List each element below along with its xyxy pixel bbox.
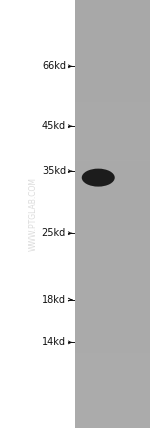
Bar	[75, 198, 150, 203]
Bar	[75, 327, 150, 332]
Bar	[75, 262, 150, 268]
Bar	[75, 300, 150, 305]
Bar	[75, 166, 150, 171]
Bar	[75, 38, 150, 43]
Text: 45kd: 45kd	[42, 121, 66, 131]
Bar	[75, 91, 150, 96]
Bar	[75, 134, 150, 139]
Bar	[75, 139, 150, 145]
Bar	[75, 353, 150, 359]
Bar	[75, 257, 150, 262]
Bar	[75, 112, 150, 118]
Bar	[75, 235, 150, 241]
Bar	[75, 193, 150, 198]
Bar	[75, 150, 150, 155]
Bar	[75, 316, 150, 321]
Bar	[75, 32, 150, 38]
Bar	[75, 337, 150, 342]
Bar	[75, 220, 150, 225]
Bar	[75, 182, 150, 187]
Bar	[75, 359, 150, 364]
Bar	[75, 155, 150, 160]
Bar	[75, 342, 150, 348]
Bar	[75, 412, 150, 417]
Bar	[75, 385, 150, 390]
Bar	[75, 0, 150, 428]
Bar	[75, 380, 150, 385]
Bar	[75, 417, 150, 423]
Bar	[75, 128, 150, 134]
Bar	[75, 80, 150, 86]
Bar	[75, 369, 150, 374]
Bar	[75, 401, 150, 407]
Bar	[75, 374, 150, 380]
Bar	[75, 321, 150, 327]
Bar	[75, 289, 150, 294]
Text: 18kd: 18kd	[42, 294, 66, 305]
Ellipse shape	[82, 169, 115, 187]
Bar	[75, 176, 150, 182]
Bar	[75, 214, 150, 219]
Bar	[75, 160, 150, 166]
Bar	[75, 64, 150, 70]
Bar	[75, 187, 150, 193]
Bar	[75, 48, 150, 54]
Bar	[75, 348, 150, 353]
Bar	[75, 145, 150, 150]
Text: 66kd: 66kd	[42, 61, 66, 71]
Bar	[75, 284, 150, 289]
Bar	[75, 390, 150, 396]
Bar	[75, 43, 150, 48]
Bar	[75, 70, 150, 75]
Bar	[75, 364, 150, 369]
Text: 25kd: 25kd	[42, 228, 66, 238]
Bar	[75, 123, 150, 128]
Bar	[75, 0, 150, 5]
Text: WWW.PTGLAB.COM: WWW.PTGLAB.COM	[28, 177, 38, 251]
Bar	[75, 5, 150, 11]
Bar	[75, 396, 150, 401]
Bar	[75, 75, 150, 80]
Bar	[75, 407, 150, 412]
Bar	[75, 294, 150, 300]
Bar	[75, 11, 150, 16]
Bar	[75, 171, 150, 176]
Text: 35kd: 35kd	[42, 166, 66, 176]
Bar	[75, 305, 150, 310]
Bar	[75, 86, 150, 91]
Bar	[75, 273, 150, 278]
Bar	[75, 21, 150, 27]
Bar	[75, 118, 150, 123]
Bar	[75, 102, 150, 107]
Bar	[75, 27, 150, 32]
Bar	[75, 268, 150, 273]
Bar	[75, 310, 150, 316]
Bar	[75, 241, 150, 246]
Bar	[75, 225, 150, 230]
Bar	[75, 209, 150, 214]
Bar	[75, 16, 150, 21]
Bar	[75, 59, 150, 64]
Bar	[75, 107, 150, 112]
Bar	[75, 54, 150, 59]
Bar	[75, 423, 150, 428]
Text: 14kd: 14kd	[42, 337, 66, 348]
Bar	[75, 96, 150, 102]
Bar	[75, 230, 150, 235]
Bar	[75, 203, 150, 209]
Bar	[75, 278, 150, 283]
Bar	[75, 252, 150, 257]
Bar	[75, 246, 150, 252]
Bar	[75, 332, 150, 337]
